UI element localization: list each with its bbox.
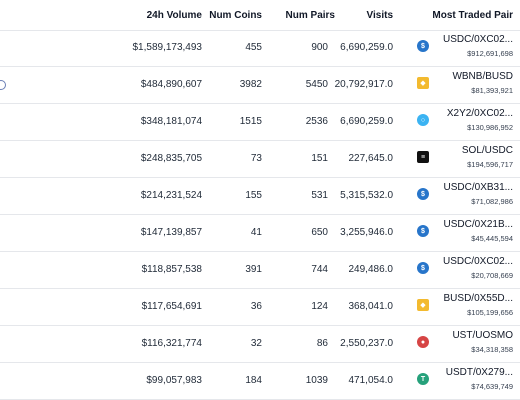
row-num-coins: 455 xyxy=(245,42,262,53)
row-num-pairs: 86 xyxy=(316,338,328,349)
row-24h-volume: $348,181,074 xyxy=(140,116,202,127)
busd-icon: ◆ xyxy=(417,299,429,311)
row-visits: 6,690,259.0 xyxy=(340,116,393,127)
row-logo-icon xyxy=(0,80,6,90)
row-visits: 3,255,946.0 xyxy=(340,227,393,238)
row-24h-volume: $484,890,607 xyxy=(140,79,202,90)
row-24h-volume: $214,231,524 xyxy=(140,190,202,201)
pair-name[interactable]: UST/UOSMO xyxy=(452,330,513,341)
row-24h-volume: $99,057,983 xyxy=(146,375,202,386)
most-traded-pair[interactable]: ◆ WBNB/BUSD $81,393,921 xyxy=(417,71,513,101)
pair-volume: $74,639,749 xyxy=(471,382,513,391)
table-row[interactable]: $348,181,074 1515 2536 6,690,259.0 ○ X2Y… xyxy=(0,104,520,141)
row-num-pairs: 2536 xyxy=(305,116,328,127)
table-row[interactable]: $214,231,524 155 531 5,315,532.0 $ USDC/… xyxy=(0,178,520,215)
pair-volume: $194,596,717 xyxy=(467,160,513,169)
row-num-coins: 32 xyxy=(250,338,262,349)
pair-volume: $20,708,669 xyxy=(471,271,513,280)
row-num-coins: 73 xyxy=(250,153,262,164)
ust-icon: ● xyxy=(417,336,429,348)
row-num-pairs: 5450 xyxy=(305,79,328,90)
most-traded-pair[interactable]: ● UST/UOSMO $34,318,358 xyxy=(417,330,513,360)
usdc-icon: $ xyxy=(417,40,429,52)
pair-name[interactable]: USDC/0XC02... xyxy=(442,34,513,45)
most-traded-pair[interactable]: ◆ BUSD/0X55D... $105,199,656 xyxy=(417,293,513,323)
pair-volume: $81,393,921 xyxy=(471,86,513,95)
row-24h-volume: $147,139,857 xyxy=(140,227,202,238)
row-num-coins: 41 xyxy=(250,227,262,238)
row-num-coins: 391 xyxy=(245,264,262,275)
most-traded-pair[interactable]: $ USDC/0XC02... $912,691,698 xyxy=(417,34,513,64)
row-num-pairs: 151 xyxy=(311,153,328,164)
pair-name[interactable]: USDC/0XC02... xyxy=(442,256,513,267)
row-num-pairs: 124 xyxy=(311,301,328,312)
pair-name[interactable]: WBNB/BUSD xyxy=(452,71,513,82)
pair-volume: $912,691,698 xyxy=(467,49,513,58)
table-row[interactable]: $484,890,607 3982 5450 20,792,917.0 ◆ WB… xyxy=(0,67,520,104)
usdt-icon: T xyxy=(417,373,429,385)
row-24h-volume: $1,589,173,493 xyxy=(132,42,202,53)
most-traded-pair[interactable]: T USDT/0X279... $74,639,749 xyxy=(417,367,513,397)
row-24h-volume: $117,654,691 xyxy=(141,301,202,312)
header-num-coins[interactable]: Num Coins xyxy=(209,10,262,21)
row-visits: 249,486.0 xyxy=(348,264,394,275)
header-24h-volume[interactable]: 24h Volume xyxy=(146,10,202,21)
usdc-icon: $ xyxy=(417,225,429,237)
row-num-pairs: 650 xyxy=(311,227,328,238)
row-visits: 471,054.0 xyxy=(348,375,394,386)
row-visits: 368,041.0 xyxy=(348,301,394,312)
table-row[interactable]: $147,139,857 41 650 3,255,946.0 $ USDC/0… xyxy=(0,215,520,252)
row-visits: 6,690,259.0 xyxy=(340,42,393,53)
most-traded-pair[interactable]: ≡ SOL/USDC $194,596,717 xyxy=(417,145,513,175)
table-row[interactable]: $117,654,691 36 124 368,041.0 ◆ BUSD/0X5… xyxy=(0,289,520,326)
pair-name[interactable]: USDC/0X21B... xyxy=(443,219,513,230)
row-num-coins: 155 xyxy=(245,190,262,201)
row-num-pairs: 1039 xyxy=(305,375,328,386)
row-visits: 2,550,237.0 xyxy=(340,338,393,349)
pair-name[interactable]: BUSD/0X55D... xyxy=(443,293,513,304)
table-row[interactable]: $99,057,983 184 1039 471,054.0 T USDT/0X… xyxy=(0,363,520,400)
table-row[interactable]: $118,857,538 391 744 249,486.0 $ USDC/0X… xyxy=(0,252,520,289)
row-visits: 5,315,532.0 xyxy=(340,190,393,201)
row-num-coins: 36 xyxy=(250,301,262,312)
pair-volume: $45,445,594 xyxy=(471,234,513,243)
row-24h-volume: $248,835,705 xyxy=(140,153,202,164)
pair-volume: $34,318,358 xyxy=(471,345,513,354)
row-num-coins: 3982 xyxy=(239,79,262,90)
header-most-traded-pair[interactable]: Most Traded Pair xyxy=(432,10,513,21)
row-num-pairs: 744 xyxy=(311,264,328,275)
sol-icon: ≡ xyxy=(417,151,429,163)
pair-name[interactable]: USDT/0X279... xyxy=(445,367,513,378)
usdc-icon: $ xyxy=(417,188,429,200)
table-header: 24h Volume Num Coins Num Pairs Visits Mo… xyxy=(0,0,520,31)
most-traded-pair[interactable]: $ USDC/0XC02... $20,708,669 xyxy=(417,256,513,286)
row-num-pairs: 531 xyxy=(311,190,328,201)
row-visits: 227,645.0 xyxy=(348,153,394,164)
row-num-coins: 184 xyxy=(245,375,262,386)
header-visits[interactable]: Visits xyxy=(366,10,394,21)
row-24h-volume: $118,857,538 xyxy=(141,264,202,275)
row-num-coins: 1515 xyxy=(239,116,262,127)
most-traded-pair[interactable]: ○ X2Y2/0XC02... $130,986,952 xyxy=(417,108,513,138)
pair-name[interactable]: X2Y2/0XC02... xyxy=(446,108,513,119)
pair-name[interactable]: USDC/0XB31... xyxy=(443,182,513,193)
table-row[interactable]: $1,589,173,493 455 900 6,690,259.0 $ USD… xyxy=(0,30,520,67)
pair-volume: $130,986,952 xyxy=(467,123,513,132)
pair-volume: $71,082,986 xyxy=(471,197,513,206)
bnb-icon: ◆ xyxy=(417,77,429,89)
row-visits: 20,792,917.0 xyxy=(334,79,393,90)
pair-name[interactable]: SOL/USDC xyxy=(461,145,513,156)
header-num-pairs[interactable]: Num Pairs xyxy=(285,10,335,21)
usdc-icon: $ xyxy=(417,262,429,274)
most-traded-pair[interactable]: $ USDC/0X21B... $45,445,594 xyxy=(417,219,513,249)
pair-volume: $105,199,656 xyxy=(467,308,513,317)
row-24h-volume: $116,321,774 xyxy=(141,338,202,349)
x2y2-icon: ○ xyxy=(417,114,429,126)
row-num-pairs: 900 xyxy=(311,42,328,53)
table-row[interactable]: $116,321,774 32 86 2,550,237.0 ● UST/UOS… xyxy=(0,326,520,363)
most-traded-pair[interactable]: $ USDC/0XB31... $71,082,986 xyxy=(417,182,513,212)
table-row[interactable]: $248,835,705 73 151 227,645.0 ≡ SOL/USDC… xyxy=(0,141,520,178)
